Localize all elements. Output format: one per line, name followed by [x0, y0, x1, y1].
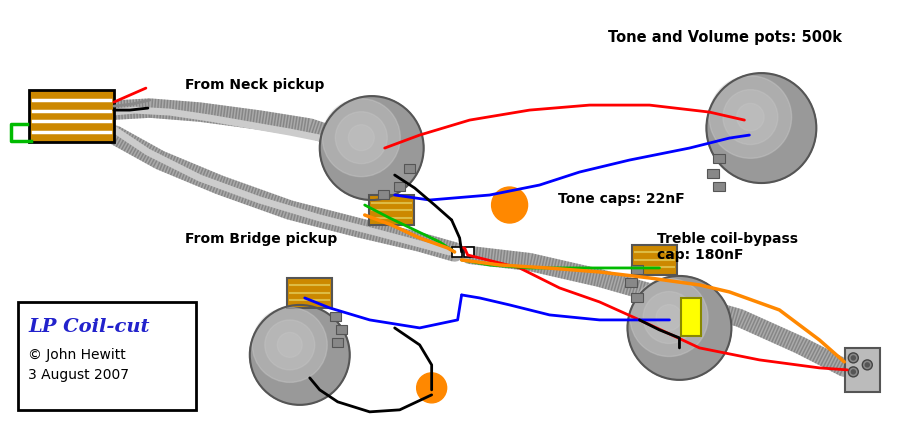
Circle shape [656, 304, 682, 331]
Text: From Neck pickup: From Neck pickup [185, 78, 324, 92]
Circle shape [848, 353, 858, 363]
Bar [404, 163, 415, 173]
Text: Tone caps: 22nF: Tone caps: 22nF [558, 192, 685, 206]
Bar [332, 339, 343, 347]
Bar [29, 90, 114, 142]
Circle shape [852, 370, 855, 374]
Circle shape [863, 360, 873, 370]
Circle shape [265, 320, 315, 370]
Circle shape [709, 76, 792, 158]
Bar [714, 181, 725, 191]
Circle shape [417, 373, 447, 403]
Text: © John Hewitt: © John Hewitt [28, 348, 125, 362]
Circle shape [736, 103, 765, 131]
Text: Tone and Volume pots: 500k: Tone and Volume pots: 500k [607, 30, 842, 45]
Circle shape [865, 363, 869, 367]
Circle shape [277, 332, 302, 357]
Circle shape [349, 125, 374, 151]
Circle shape [491, 187, 528, 223]
Text: LP Coil-cut: LP Coil-cut [28, 318, 150, 336]
Circle shape [335, 112, 388, 164]
Bar [631, 265, 644, 275]
Bar [632, 245, 677, 275]
Bar [18, 302, 196, 410]
Bar [331, 312, 341, 321]
Text: From Bridge pickup: From Bridge pickup [185, 232, 337, 246]
Bar [379, 190, 390, 198]
Bar [714, 154, 725, 162]
Bar [681, 298, 702, 336]
Bar [336, 325, 347, 334]
Circle shape [852, 356, 855, 360]
Circle shape [627, 276, 732, 380]
Circle shape [250, 305, 350, 405]
Circle shape [322, 99, 400, 177]
Text: Treble coil-bypass
cap: 180nF: Treble coil-bypass cap: 180nF [657, 232, 798, 262]
Bar [287, 278, 332, 308]
Circle shape [252, 307, 327, 382]
Bar [370, 195, 414, 225]
Bar [394, 181, 405, 191]
Circle shape [723, 90, 778, 145]
Circle shape [630, 279, 708, 357]
Circle shape [320, 96, 424, 200]
Bar [707, 169, 719, 177]
Circle shape [848, 367, 858, 377]
Bar [845, 348, 880, 392]
Bar [626, 279, 637, 287]
Text: 3 August 2007: 3 August 2007 [28, 368, 129, 382]
Bar [451, 247, 461, 257]
Bar [464, 247, 474, 257]
Circle shape [643, 292, 695, 343]
Bar [631, 293, 644, 302]
Circle shape [706, 73, 816, 183]
